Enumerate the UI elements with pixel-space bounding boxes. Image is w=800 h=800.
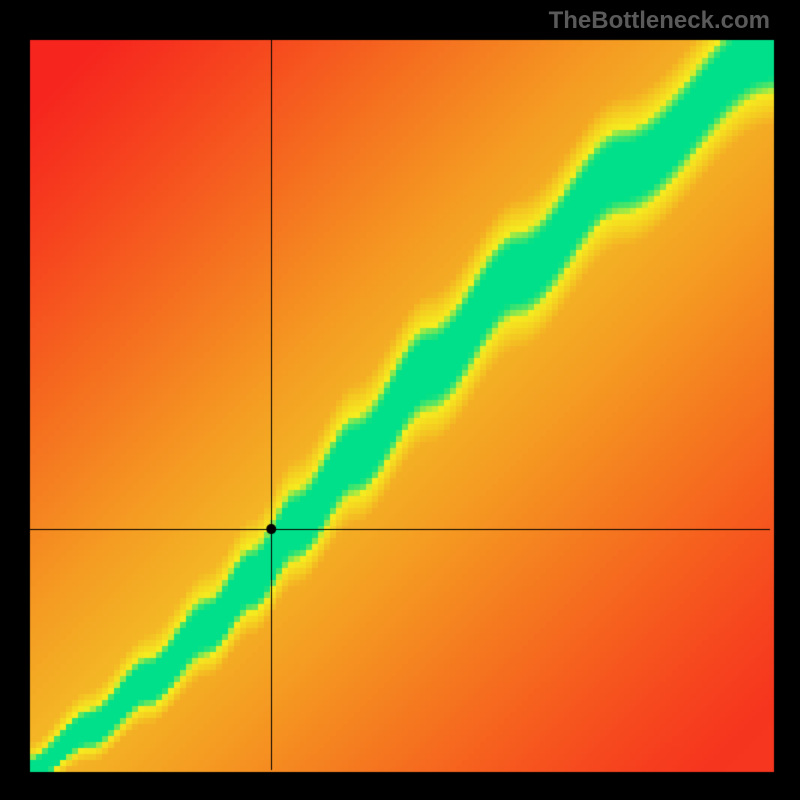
watermark-text: TheBottleneck.com [549, 7, 770, 35]
bottleneck-heatmap [0, 0, 800, 800]
chart-container: TheBottleneck.com [0, 0, 800, 800]
